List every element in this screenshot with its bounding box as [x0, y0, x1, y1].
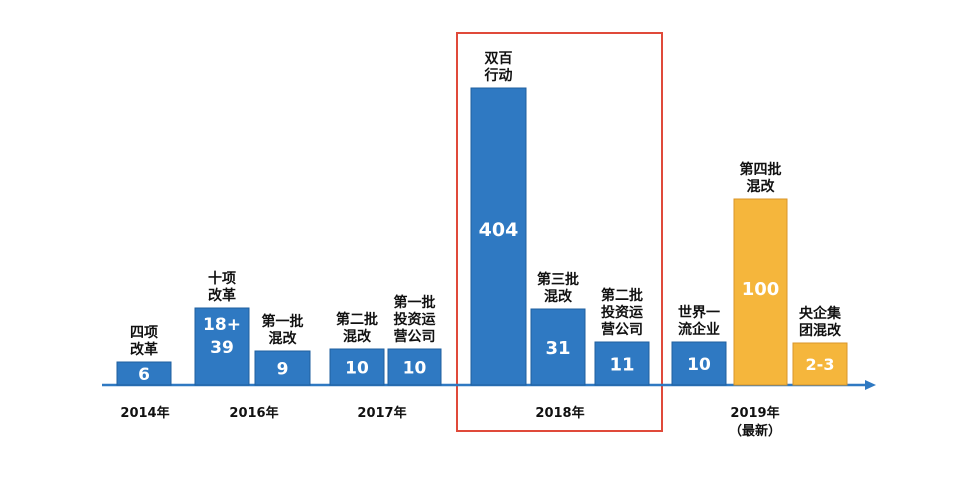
bar-value-label: 100 — [742, 279, 780, 300]
bar-value-label: 10 — [345, 358, 369, 378]
bar — [254, 350, 311, 386]
bar — [387, 348, 442, 386]
bar-value-label: 10 — [403, 358, 427, 378]
bar-value-label: 11 — [609, 354, 634, 375]
year-label: 2014年 — [120, 405, 169, 421]
year-label: 2019年（最新） — [729, 405, 781, 439]
bar-value-label: 6 — [138, 365, 150, 385]
bar-value-label: 9 — [277, 359, 289, 379]
bar-category-label: 第一批投资运营公司 — [394, 294, 436, 345]
bar-category-label: 双百行动 — [484, 51, 513, 84]
year-label: 2017年 — [357, 405, 406, 421]
year-label: 2016年 — [229, 405, 278, 421]
bar-category-label: 第二批混改 — [336, 311, 378, 345]
bar-value-label: 10 — [687, 355, 711, 375]
bar — [594, 341, 650, 386]
bar — [329, 348, 385, 386]
bar-value-label: 18+ 39 — [203, 315, 241, 358]
bar — [671, 341, 727, 386]
highlight-box-2018 — [456, 32, 663, 432]
bar-category-label: 第三批混改 — [537, 271, 579, 305]
x-axis-arrow-icon — [865, 380, 876, 390]
bar-value-label: 31 — [545, 338, 570, 359]
bar-category-label: 第一批混改 — [262, 313, 304, 347]
bar — [733, 198, 788, 386]
bar-category-label: 央企集团混改 — [799, 305, 842, 339]
bar-category-label: 第四批混改 — [740, 161, 782, 195]
bar — [116, 361, 172, 386]
bar — [792, 342, 848, 386]
bar-value-label: 404 — [479, 219, 519, 241]
bar-category-label: 世界一流企业 — [678, 304, 720, 338]
bar — [470, 87, 527, 386]
bar-value-label: 2-3 — [806, 355, 835, 374]
bar — [194, 307, 250, 386]
bar-category-label: 四项改革 — [130, 325, 158, 358]
bar — [530, 308, 586, 386]
bar-category-label: 十项改革 — [208, 270, 236, 304]
bar-category-label: 第二批投资运营公司 — [601, 287, 643, 338]
year-label: 2018年 — [535, 405, 584, 421]
